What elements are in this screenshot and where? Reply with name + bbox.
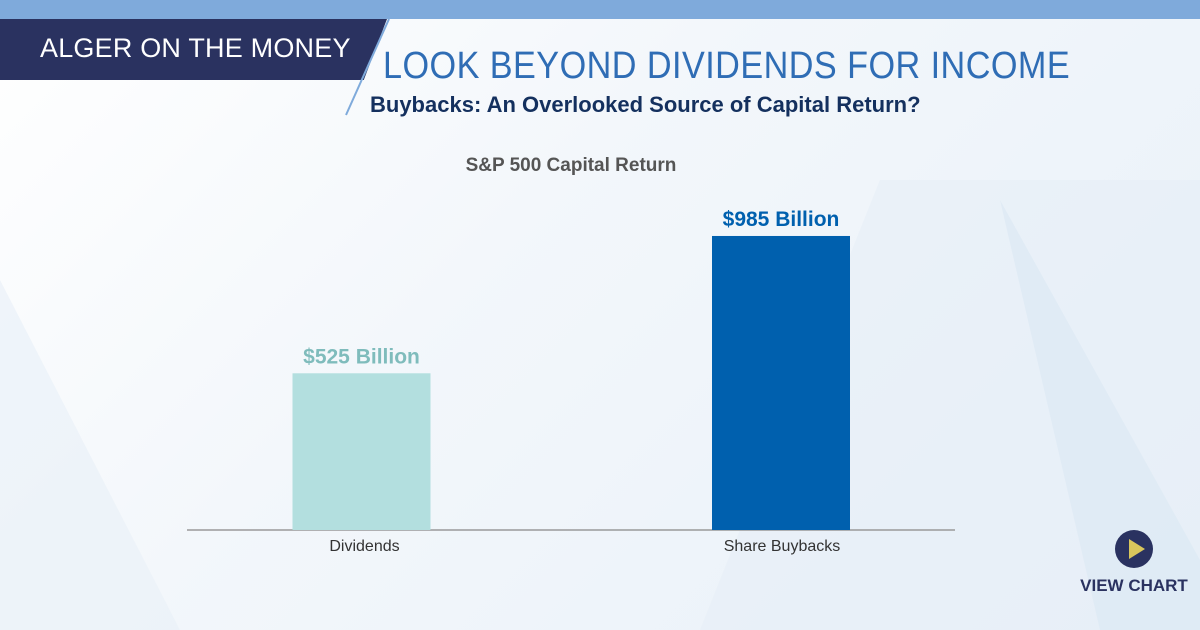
page-subtitle: Buybacks: An Overlooked Source of Capita… [370, 92, 921, 117]
x-tick-label: Share Buybacks [724, 538, 841, 555]
series-banner: ALGER ON THE MONEY [0, 19, 387, 80]
top-band [0, 0, 1200, 19]
divider-slash [345, 18, 390, 116]
bar-share-buybacks [712, 235, 850, 531]
view-chart-button[interactable]: VIEW CHART [1076, 530, 1192, 596]
chart-title: S&P 500 Capital Return [465, 155, 677, 176]
play-icon [1115, 530, 1153, 568]
view-chart-label: VIEW CHART [1080, 576, 1188, 595]
series-label: ALGER ON THE MONEY [40, 33, 351, 63]
bar-dividends [292, 373, 431, 530]
page-title: LOOK BEYOND DIVIDENDS FOR INCOME [383, 45, 1071, 87]
data-label: $525 Billion [303, 345, 420, 368]
x-tick-label: Dividends [329, 538, 399, 555]
data-label: $985 Billion [723, 208, 840, 231]
